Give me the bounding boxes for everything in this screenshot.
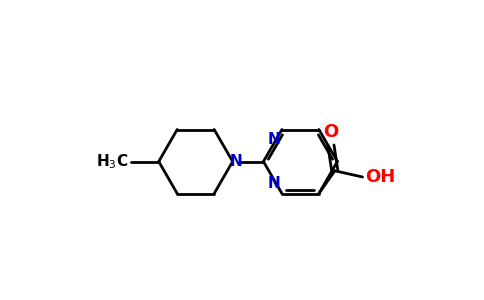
Text: OH: OH: [365, 168, 396, 186]
Text: N: N: [229, 154, 242, 169]
Text: N: N: [268, 176, 280, 191]
Text: H$_3$C: H$_3$C: [95, 152, 128, 171]
Text: N: N: [268, 132, 280, 147]
Text: O: O: [323, 123, 339, 141]
